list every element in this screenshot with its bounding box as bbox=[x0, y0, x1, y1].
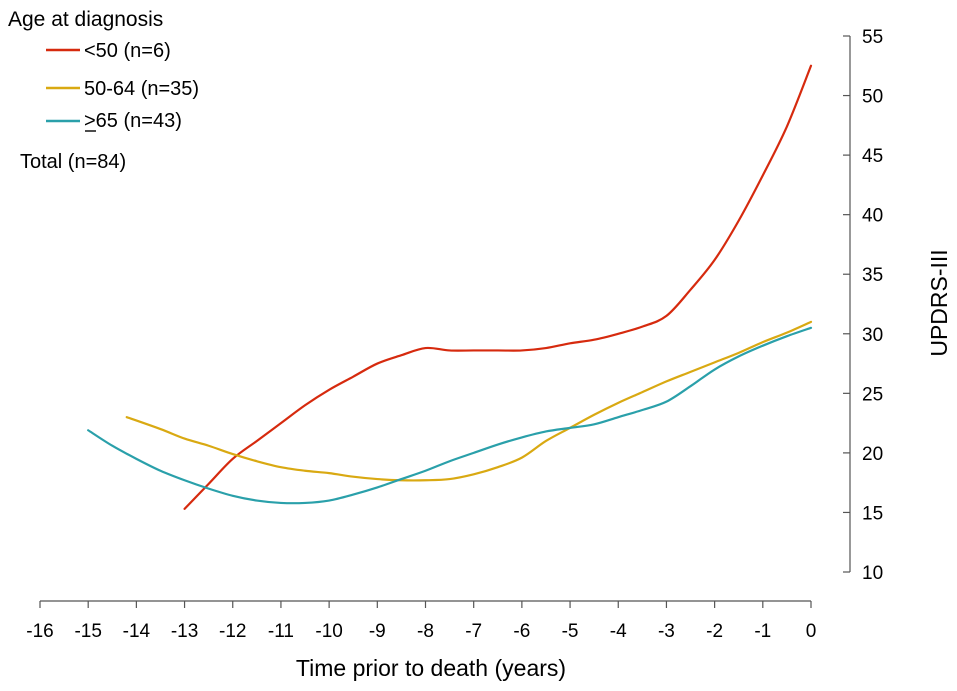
y-tick-label: 55 bbox=[862, 27, 883, 48]
legend-label-under-50: <50 (n=6) bbox=[84, 40, 171, 62]
x-tick-label: -6 bbox=[513, 621, 530, 642]
x-tick-label: -2 bbox=[706, 621, 723, 642]
x-tick-label: -1 bbox=[754, 621, 771, 642]
series-line-under-50 bbox=[183, 64, 813, 510]
x-axis-title: Time prior to death (years) bbox=[296, 655, 566, 681]
x-tick-label: -8 bbox=[417, 621, 434, 642]
x-tick-label: -16 bbox=[26, 621, 53, 642]
y-tick-label: 25 bbox=[862, 384, 883, 405]
x-axis: -16 -15 -14 -13 -12 -11 -10 -9 -8 -7 -6 -5 -4 -3 -2 -1 0 bbox=[26, 600, 817, 642]
x-tick-label: -4 bbox=[610, 621, 627, 642]
y-axis: 10 15 20 25 30 35 40 45 50 55 bbox=[843, 27, 883, 584]
x-tick-label: -15 bbox=[74, 621, 101, 642]
x-tick-label: 0 bbox=[806, 621, 817, 642]
x-tick-label: -10 bbox=[315, 621, 342, 642]
legend-title: Age at diagnosis bbox=[8, 8, 163, 31]
x-tick-label: -12 bbox=[219, 621, 246, 642]
y-tick-label: 40 bbox=[862, 206, 883, 227]
x-tick-label: -13 bbox=[171, 621, 198, 642]
y-tick-label: 50 bbox=[862, 87, 883, 108]
series-line-50-64 bbox=[125, 320, 813, 482]
x-tick-label: -11 bbox=[268, 621, 294, 642]
x-tick-label: -3 bbox=[658, 621, 675, 642]
series-group bbox=[87, 64, 813, 510]
y-tick-label: 20 bbox=[862, 444, 883, 465]
y-axis-title: UPDRS-III bbox=[926, 249, 952, 356]
x-tick-label: -9 bbox=[369, 621, 386, 642]
y-tick-label: 15 bbox=[862, 503, 883, 524]
y-tick-label: 30 bbox=[862, 325, 883, 346]
series-line-65-plus bbox=[87, 326, 813, 505]
x-tick-label: -14 bbox=[123, 621, 151, 642]
y-tick-label: 10 bbox=[862, 563, 883, 584]
legend-total-note: Total (n=84) bbox=[20, 151, 126, 173]
x-tick-label: -7 bbox=[465, 621, 482, 642]
legend: Age at diagnosis <50 (n=6) 50-64 (n=35) … bbox=[8, 8, 199, 173]
y-tick-label: 35 bbox=[862, 265, 883, 286]
legend-label-50-64: 50-64 (n=35) bbox=[84, 78, 199, 100]
y-tick-label: 45 bbox=[862, 146, 883, 167]
legend-label-65-plus: >65 (n=43) bbox=[84, 110, 182, 132]
x-tick-label: -5 bbox=[562, 621, 579, 642]
